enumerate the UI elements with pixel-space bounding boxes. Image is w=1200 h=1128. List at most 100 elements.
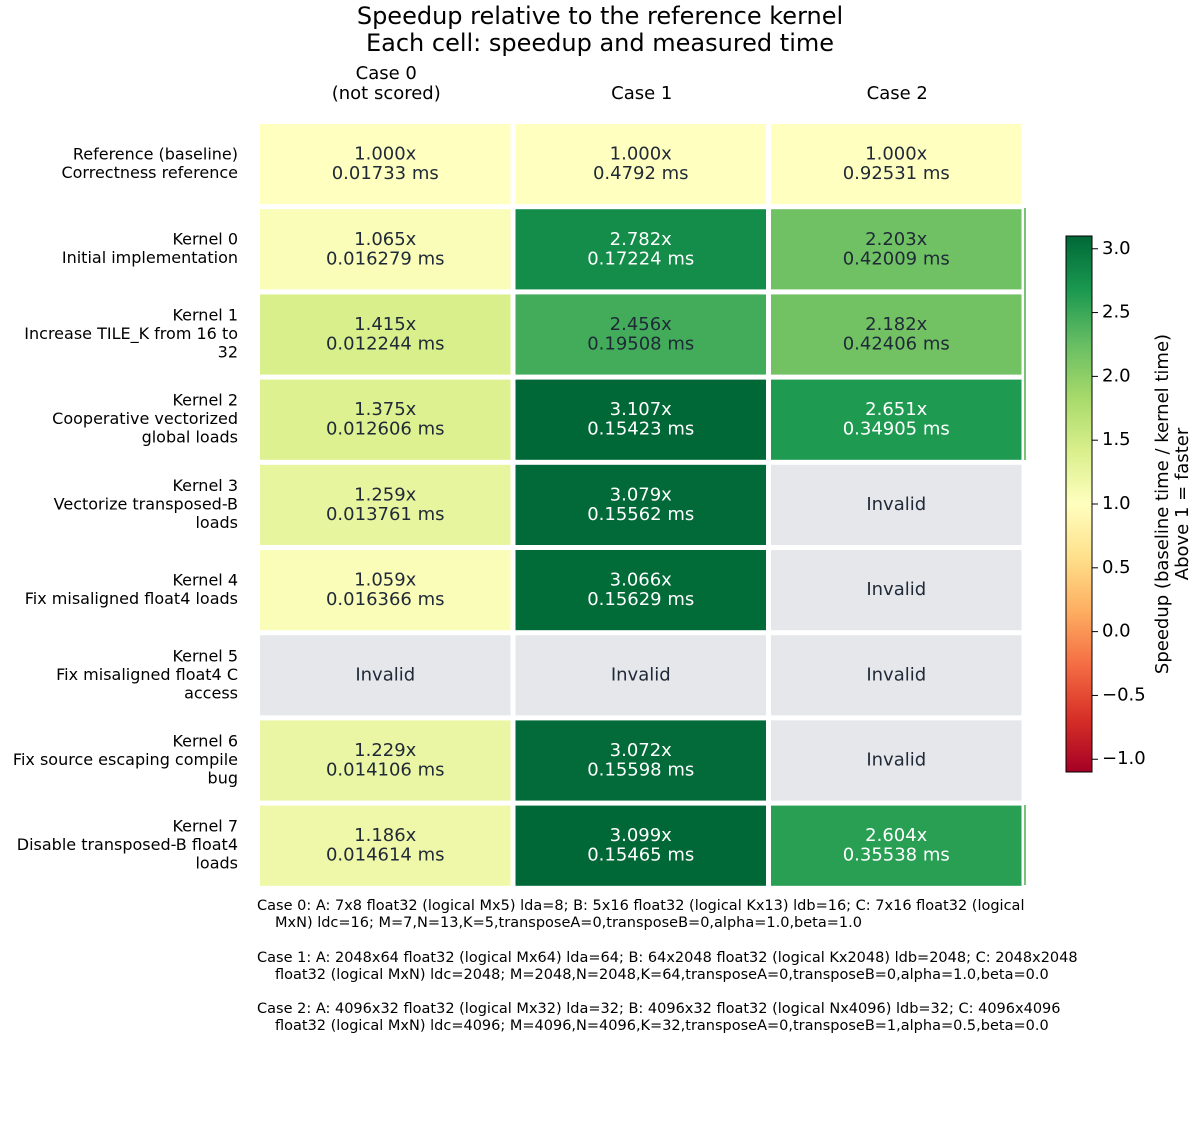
heatmap-cell-rect (515, 464, 766, 545)
row-label-line: Kernel 4 (172, 570, 238, 589)
heatmap-cell: Invalid (771, 720, 1022, 801)
cell-time-label: 0.013761 ms (326, 504, 445, 525)
cell-speedup-label: 2.456x (610, 314, 673, 335)
row-label-line: Disable transposed-B float4 (17, 835, 238, 854)
heatmap-cell-rect (260, 124, 511, 205)
row-label-line: Vectorize transposed-B (54, 494, 238, 513)
heatmap-cell: Invalid (515, 635, 766, 716)
heatmap-cell-rect (771, 294, 1022, 375)
colorbar-tick-label: 2.5 (1102, 302, 1131, 323)
row-label-line: bug (208, 769, 238, 788)
colorbar-tick-label: 1.0 (1102, 493, 1131, 514)
row-label: Kernel 6 Fix source escaping compile bug (13, 732, 238, 788)
cell-time-label: 0.15629 ms (587, 589, 694, 610)
colorbar-label-line: Above 1 = faster (1172, 427, 1193, 580)
heatmap-cell-rect (260, 379, 511, 460)
cell-speedup-label: 1.000x (610, 144, 673, 165)
cell-speedup-label: 1.259x (354, 484, 417, 505)
cell-time-label: 0.19508 ms (587, 334, 694, 355)
row-label-line: access (184, 683, 238, 702)
heatmap-cell-rect (771, 805, 1022, 886)
cell-time-label: 0.34905 ms (843, 419, 950, 440)
cell-time-label: 0.014106 ms (326, 760, 445, 781)
heatmap-cell-rect (260, 209, 511, 290)
heatmap-cell-rect (515, 550, 766, 631)
cell-speedup-label: 1.375x (354, 399, 417, 420)
cell-speedup-label: 2.782x (610, 229, 673, 250)
heatmap-cell: Invalid (771, 464, 1022, 545)
cell-speedup-label: 1.229x (354, 740, 417, 761)
cell-time-label: 0.15465 ms (587, 845, 694, 866)
cell-time-label: 0.42406 ms (843, 334, 950, 355)
heatmap-cell-rect (260, 720, 511, 801)
heatmap-cell-rect (515, 635, 766, 716)
row-label-line: Reference (baseline) (73, 144, 238, 163)
row-label-line: Kernel 7 (172, 817, 238, 836)
colorbar-tick-label: −0.5 (1102, 684, 1146, 705)
row-label-line: Kernel 6 (172, 732, 238, 751)
cell-time-label: 0.012606 ms (326, 419, 445, 440)
cell-status-label: Invalid (355, 664, 415, 685)
row-label-line: Correctness reference (61, 163, 238, 182)
cell-status-label: Invalid (611, 664, 671, 685)
cell-speedup-label: 2.182x (865, 314, 928, 335)
heatmap-cell-rect (260, 550, 511, 631)
colorbar-tick-label: 2.0 (1102, 365, 1131, 386)
cell-time-label: 0.92531 ms (843, 163, 950, 184)
heatmap-cell-rect (771, 379, 1022, 460)
heatmap-cell-rect (771, 635, 1022, 716)
cell-status-label: Invalid (866, 494, 926, 515)
cell-time-label: 0.016366 ms (326, 589, 445, 610)
heatmap-cell-rect (771, 550, 1022, 631)
chart-title: Speedup relative to the reference kernel… (357, 2, 843, 57)
heatmap-cell-rect (515, 720, 766, 801)
heatmap-cell: Invalid (771, 550, 1022, 631)
row-label-line: Fix source escaping compile (13, 750, 238, 769)
row-label-line: global loads (142, 428, 238, 447)
row-label-line: Fix misaligned float4 C (56, 665, 238, 684)
heatmap-cell-rect (771, 720, 1022, 801)
cell-speedup-label: 2.604x (865, 825, 928, 846)
row-label-line: Kernel 5 (172, 646, 238, 665)
row-label-line: Kernel 0 (172, 230, 238, 249)
heatmap-cell-rect (260, 464, 511, 545)
row-labels: Reference (baseline) Correctness referenc… (13, 144, 238, 872)
row-label-line: Initial implementation (62, 248, 238, 267)
chart-title-line: Speedup relative to the reference kernel (357, 2, 843, 30)
colorbar-tick-label: 3.0 (1102, 238, 1131, 259)
cell-speedup-label: 1.065x (354, 229, 417, 250)
cell-speedup-label: 2.651x (865, 399, 928, 420)
cell-status-label: Invalid (866, 579, 926, 600)
colorbar-tick-label: 0.5 (1102, 557, 1131, 578)
cell-speedup-label: 3.107x (610, 399, 673, 420)
column-label: Case 2 (867, 83, 928, 104)
case-note-line: Case 0: A: 7x8 float32 (logical Mx5) lda… (257, 898, 1024, 914)
cell-time-label: 0.016279 ms (326, 248, 445, 269)
cell-speedup-label: 1.000x (865, 144, 928, 165)
cell-time-label: 0.35538 ms (843, 845, 950, 866)
column-label: (not scored) (332, 83, 441, 104)
cell-time-label: 0.15562 ms (587, 504, 694, 525)
cell-speedup-label: 1.186x (354, 825, 417, 846)
column-labels: Case 0(not scored) Case 1 Case 2 (332, 63, 928, 104)
cell-status-label: Invalid (866, 664, 926, 685)
row-label-line: loads (195, 854, 238, 873)
colorbar-gradient (1065, 235, 1093, 773)
